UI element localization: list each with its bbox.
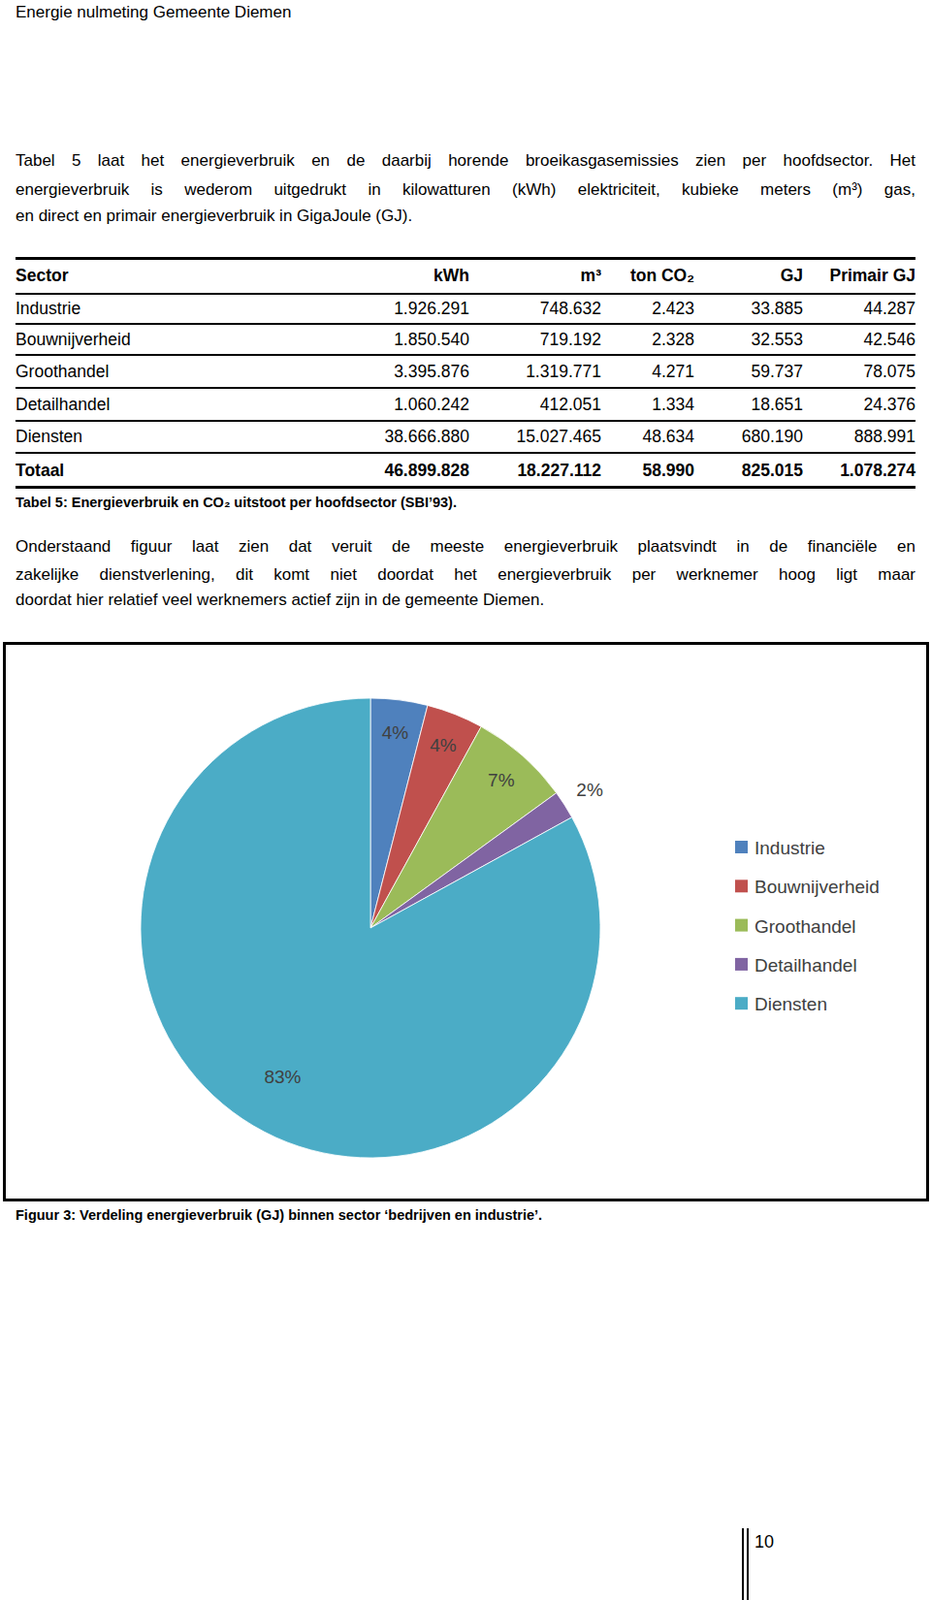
table-rule xyxy=(15,451,916,454)
intro-line: energieverbruik is wederom uitgedrukt in… xyxy=(15,179,916,201)
legend-swatch xyxy=(735,879,748,893)
table-cell: 1.926.291 xyxy=(393,296,470,321)
table-total-cell: 46.899.828 xyxy=(384,458,470,482)
data-label: 4% xyxy=(429,735,457,756)
figure-caption: Figuur 3: Verdeling energieverbruik (GJ)… xyxy=(15,1205,543,1225)
table-total-cell: 1.078.274 xyxy=(839,458,916,482)
table-cell: 1.334 xyxy=(651,392,695,417)
table-cell: 1.850.540 xyxy=(393,327,470,352)
data-label: 2% xyxy=(576,779,604,801)
pie-slice xyxy=(140,698,601,1158)
table-cell: 15.027.465 xyxy=(515,424,602,449)
table-cell: 888.991 xyxy=(854,424,916,449)
intro-line: en direct en primair energieverbruik in … xyxy=(15,205,916,227)
table-total-cell: 58.990 xyxy=(642,458,695,482)
legend-label: Bouwnijverheid xyxy=(754,876,880,898)
table-cell: 42.546 xyxy=(863,327,916,352)
table-total-cell: Totaal xyxy=(15,458,65,482)
page-number: 10 xyxy=(754,1530,774,1554)
table-cell: 719.192 xyxy=(540,327,602,352)
table-rule xyxy=(15,353,916,356)
table-cell: Diensten xyxy=(15,424,83,449)
intro-line: Tabel 5 laat het energieverbruik en de d… xyxy=(15,150,916,172)
page-rule xyxy=(741,1528,744,1600)
table-cell: Groothandel xyxy=(15,359,109,384)
figure-frame xyxy=(4,643,929,1201)
table-header-cell: kWh xyxy=(433,263,470,288)
legend-swatch xyxy=(735,996,748,1010)
table-rule xyxy=(15,322,916,325)
body-line: Onderstaand figuur laat zien dat veruit … xyxy=(15,536,916,558)
table-cell: 3.395.876 xyxy=(393,359,470,384)
table-cell: 680.190 xyxy=(741,424,803,449)
table-total-cell: 18.227.112 xyxy=(516,458,602,482)
body-line: zakelijke dienstverlening, dit komt niet… xyxy=(15,564,916,586)
table-rule xyxy=(15,485,916,489)
legend-label: Diensten xyxy=(754,994,828,1015)
table-total-cell: 825.015 xyxy=(741,458,803,482)
table-cell: 2.328 xyxy=(651,327,695,352)
legend-swatch xyxy=(735,958,748,971)
table-cell: 4.271 xyxy=(651,359,695,384)
legend-swatch xyxy=(735,840,748,854)
legend-label: Industrie xyxy=(754,837,826,859)
table-cell: 1.060.242 xyxy=(393,392,470,417)
table-cell: 24.376 xyxy=(863,392,916,417)
page-header: Energie nulmeting Gemeente Diemen xyxy=(15,1,291,24)
table-cell: 412.051 xyxy=(540,392,602,417)
table-header-cell: m³ xyxy=(580,263,602,288)
table-rule xyxy=(15,292,916,295)
table-header-cell: ton CO₂ xyxy=(630,263,695,288)
table-cell: 78.075 xyxy=(863,359,916,384)
table-rule xyxy=(15,256,916,260)
table-header-cell: GJ xyxy=(780,263,803,288)
page-rule xyxy=(746,1528,749,1600)
table-header-cell: Sector xyxy=(15,263,68,288)
data-label: 7% xyxy=(487,770,515,791)
table-cell: 748.632 xyxy=(540,296,602,321)
legend: Industrie Bouwnijverheid Groothandel Detail… xyxy=(735,837,880,1015)
legend-label: Groothandel xyxy=(754,916,857,937)
table-cell: 48.634 xyxy=(642,424,695,449)
table-cell: 44.287 xyxy=(863,296,916,321)
legend-label: Detailhandel xyxy=(754,955,858,976)
legend-swatch xyxy=(735,919,748,932)
table-caption: Tabel 5: Energieverbruik en CO₂ uitstoot… xyxy=(15,492,457,513)
table-cell: 18.651 xyxy=(750,392,803,417)
table-cell: 2.423 xyxy=(651,296,695,321)
table-cell: 33.885 xyxy=(750,296,803,321)
table-cell: 38.666.880 xyxy=(384,424,470,449)
data-label: 4% xyxy=(382,722,410,743)
table-cell: 59.737 xyxy=(750,359,803,384)
body-line: doordat hier relatief veel werknemers ac… xyxy=(15,589,916,611)
table-rule xyxy=(15,419,916,422)
table-cell: Detailhandel xyxy=(15,392,110,417)
data-label: 83% xyxy=(263,1066,301,1088)
table-rule xyxy=(15,386,916,389)
pie-figure: 4% 4% 7% 2% 83% Industrie Bouwnijverheid Grooth… xyxy=(0,638,931,1211)
table-cell: Industrie xyxy=(15,296,81,321)
table-cell: 32.553 xyxy=(750,327,803,352)
table-cell: 1.319.771 xyxy=(525,359,602,384)
pie-slices xyxy=(140,698,601,1158)
table-header-cell: Primair GJ xyxy=(829,263,916,288)
pie-labels: 4% 4% 7% 2% 83% xyxy=(263,722,603,1088)
table-cell: Bouwnijverheid xyxy=(15,327,131,352)
